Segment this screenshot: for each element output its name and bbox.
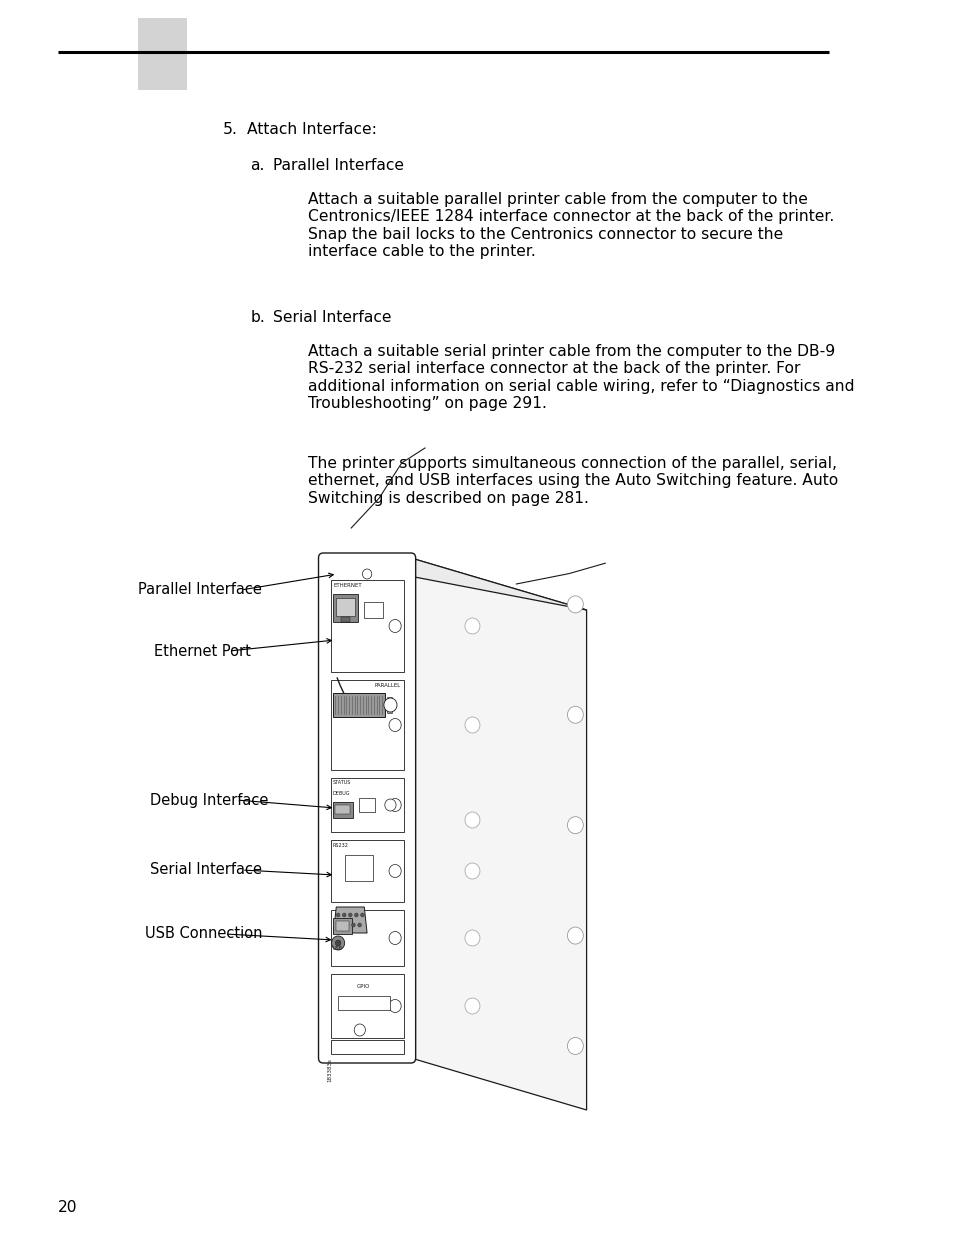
- Text: Parallel Interface: Parallel Interface: [273, 158, 403, 173]
- Circle shape: [464, 930, 479, 946]
- Circle shape: [335, 940, 340, 946]
- Circle shape: [389, 931, 401, 945]
- Text: RS232: RS232: [333, 844, 348, 848]
- Circle shape: [389, 999, 401, 1013]
- Circle shape: [383, 698, 396, 713]
- Bar: [331, 840, 403, 902]
- Text: USB: USB: [333, 946, 342, 951]
- Bar: [333, 693, 384, 718]
- Bar: [138, 19, 187, 90]
- Circle shape: [464, 618, 479, 634]
- Circle shape: [567, 927, 582, 944]
- Polygon shape: [411, 558, 586, 1110]
- Text: ETHERNET: ETHERNET: [334, 583, 362, 588]
- Circle shape: [567, 816, 582, 834]
- Bar: [364, 601, 382, 618]
- Circle shape: [464, 811, 479, 827]
- FancyBboxPatch shape: [318, 553, 416, 1063]
- Circle shape: [338, 923, 342, 927]
- Bar: [358, 798, 375, 811]
- Bar: [331, 1040, 403, 1053]
- Bar: [334, 594, 357, 622]
- Bar: [337, 995, 390, 1010]
- Circle shape: [355, 913, 357, 918]
- Text: Attach Interface:: Attach Interface:: [246, 122, 376, 137]
- Text: GPIO: GPIO: [356, 984, 370, 989]
- Text: USB Connection: USB Connection: [145, 926, 262, 941]
- Circle shape: [384, 799, 395, 811]
- Text: 183383s: 183383s: [327, 1058, 332, 1082]
- Circle shape: [464, 718, 479, 734]
- Polygon shape: [334, 906, 367, 932]
- Circle shape: [389, 799, 401, 811]
- Circle shape: [567, 595, 582, 613]
- Circle shape: [389, 864, 401, 878]
- Circle shape: [567, 706, 582, 724]
- Text: Attach a suitable serial printer cable from the computer to the DB-9
RS-232 seri: Attach a suitable serial printer cable f…: [308, 345, 854, 411]
- Text: The printer supports simultaneous connection of the parallel, serial,
ethernet, : The printer supports simultaneous connec…: [308, 456, 838, 506]
- Circle shape: [464, 998, 479, 1014]
- Bar: [386, 697, 392, 713]
- Circle shape: [354, 1024, 365, 1036]
- Bar: [335, 598, 355, 616]
- Text: Ethernet Port: Ethernet Port: [154, 643, 251, 658]
- Bar: [331, 680, 403, 769]
- Bar: [335, 921, 349, 931]
- Circle shape: [335, 913, 339, 918]
- Circle shape: [351, 923, 355, 927]
- Polygon shape: [323, 558, 586, 610]
- Text: Serial Interface: Serial Interface: [273, 310, 391, 325]
- Circle shape: [342, 913, 346, 918]
- Circle shape: [348, 913, 352, 918]
- Circle shape: [464, 863, 479, 879]
- Text: a.: a.: [250, 158, 264, 173]
- Circle shape: [360, 913, 364, 918]
- Text: 20: 20: [58, 1200, 77, 1215]
- Circle shape: [362, 569, 372, 579]
- Bar: [331, 974, 403, 1037]
- Bar: [331, 778, 403, 832]
- Text: STATUS: STATUS: [333, 781, 351, 785]
- Text: Serial Interface: Serial Interface: [151, 862, 262, 878]
- Circle shape: [357, 923, 361, 927]
- Bar: [331, 910, 403, 966]
- Circle shape: [332, 936, 344, 950]
- Bar: [334, 918, 352, 934]
- Text: b.: b.: [250, 310, 265, 325]
- Circle shape: [345, 923, 349, 927]
- Bar: [335, 805, 350, 814]
- Circle shape: [567, 1037, 582, 1055]
- Circle shape: [389, 719, 401, 731]
- Text: Debug Interface: Debug Interface: [151, 793, 269, 808]
- Bar: [333, 802, 353, 818]
- Circle shape: [389, 620, 401, 632]
- Bar: [340, 618, 350, 622]
- Text: Parallel Interface: Parallel Interface: [138, 583, 262, 598]
- Text: Attach a suitable parallel printer cable from the computer to the
Centronics/IEE: Attach a suitable parallel printer cable…: [308, 191, 834, 259]
- Text: DEBUG: DEBUG: [333, 790, 350, 797]
- Text: 5.: 5.: [222, 122, 237, 137]
- Bar: [344, 855, 373, 881]
- Text: PARALLEL: PARALLEL: [375, 683, 400, 688]
- Bar: [331, 580, 403, 672]
